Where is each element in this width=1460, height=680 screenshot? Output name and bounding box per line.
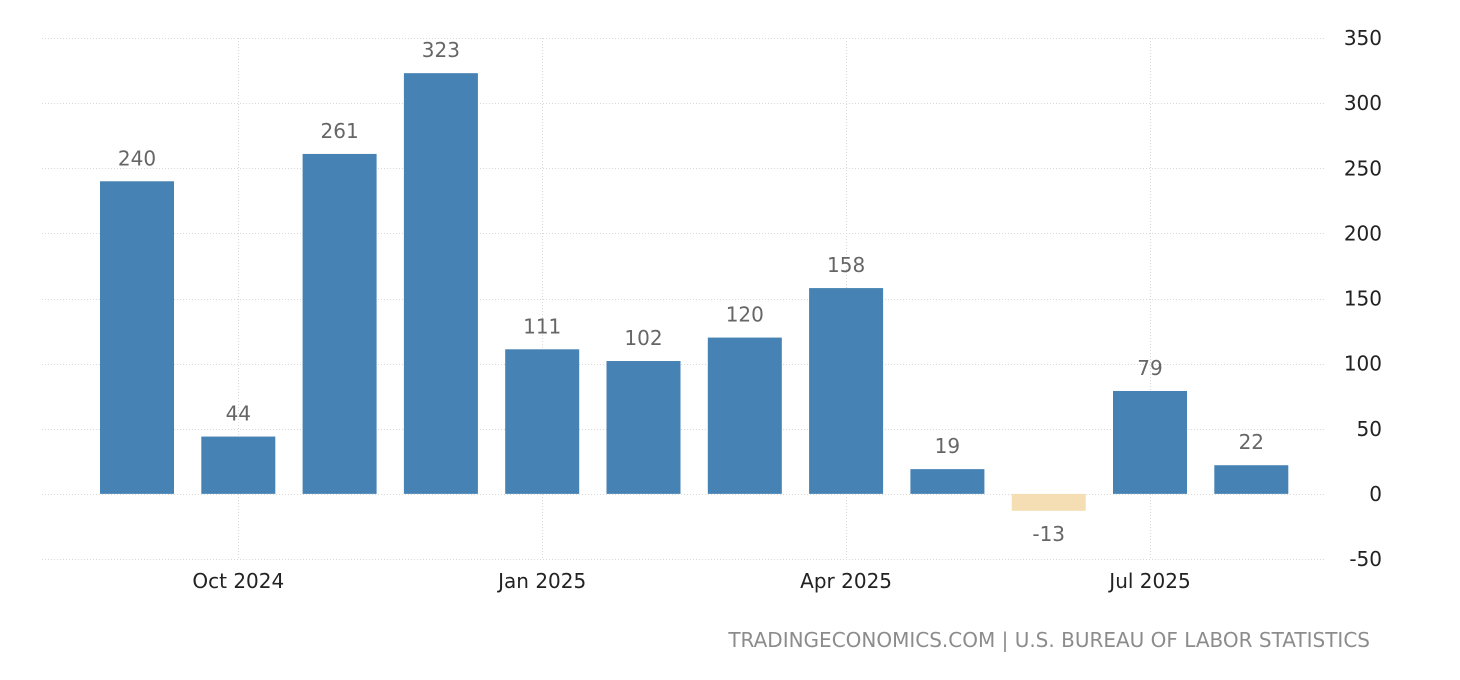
data-label: 44 bbox=[226, 402, 251, 426]
data-label: 158 bbox=[827, 253, 865, 277]
y-tick-label: -50 bbox=[1349, 547, 1382, 571]
y-tick-label: 200 bbox=[1344, 221, 1382, 245]
x-tick-label: Jul 2025 bbox=[1107, 569, 1190, 593]
bar bbox=[100, 181, 174, 494]
data-label: 102 bbox=[624, 326, 662, 350]
data-label: 22 bbox=[1239, 430, 1264, 454]
y-tick-label: 350 bbox=[1344, 26, 1382, 50]
data-labels-group: 240 44 261 323 111 102 120 158 19 -13 79 22 bbox=[118, 38, 1264, 546]
bar bbox=[910, 469, 985, 494]
y-tick-label: 150 bbox=[1344, 287, 1382, 311]
y-tick-label: 300 bbox=[1344, 91, 1382, 115]
bar bbox=[1113, 390, 1187, 494]
bar-chart: 240 44 261 323 111 102 120 158 19 -13 79 22 350 300 2… bbox=[42, 26, 1382, 593]
data-label: 111 bbox=[523, 314, 561, 338]
bar bbox=[1214, 465, 1289, 494]
data-label: -13 bbox=[1032, 522, 1065, 546]
y-axis-ticks: 350 300 250 200 150 100 50 0 -50 bbox=[1344, 26, 1382, 571]
y-tick-label: 0 bbox=[1369, 482, 1382, 506]
bar bbox=[606, 361, 681, 494]
source-credit: TRADINGECONOMICS.COM | U.S. BUREAU OF LA… bbox=[728, 628, 1370, 652]
horizontal-gridlines bbox=[42, 38, 1325, 560]
x-tick-label: Oct 2024 bbox=[192, 569, 284, 593]
data-label: 120 bbox=[726, 303, 764, 327]
bar bbox=[1011, 493, 1086, 511]
x-axis-ticks: Oct 2024 Jan 2025 Apr 2025 Jul 2025 bbox=[192, 569, 1190, 593]
bar bbox=[707, 337, 782, 494]
bar bbox=[403, 73, 478, 494]
data-label: 323 bbox=[422, 38, 460, 62]
y-tick-label: 50 bbox=[1357, 417, 1382, 441]
bar bbox=[809, 288, 884, 494]
data-label: 19 bbox=[935, 434, 960, 458]
x-tick-label: Jan 2025 bbox=[496, 569, 586, 593]
bar bbox=[505, 349, 580, 494]
data-label: 79 bbox=[1137, 356, 1162, 380]
data-label: 261 bbox=[321, 119, 359, 143]
data-label: 240 bbox=[118, 146, 156, 170]
y-tick-label: 100 bbox=[1344, 352, 1382, 376]
bar bbox=[302, 153, 377, 494]
bar bbox=[201, 436, 276, 494]
y-tick-label: 250 bbox=[1344, 156, 1382, 180]
bars-group bbox=[100, 73, 1289, 511]
x-tick-label: Apr 2025 bbox=[800, 569, 892, 593]
